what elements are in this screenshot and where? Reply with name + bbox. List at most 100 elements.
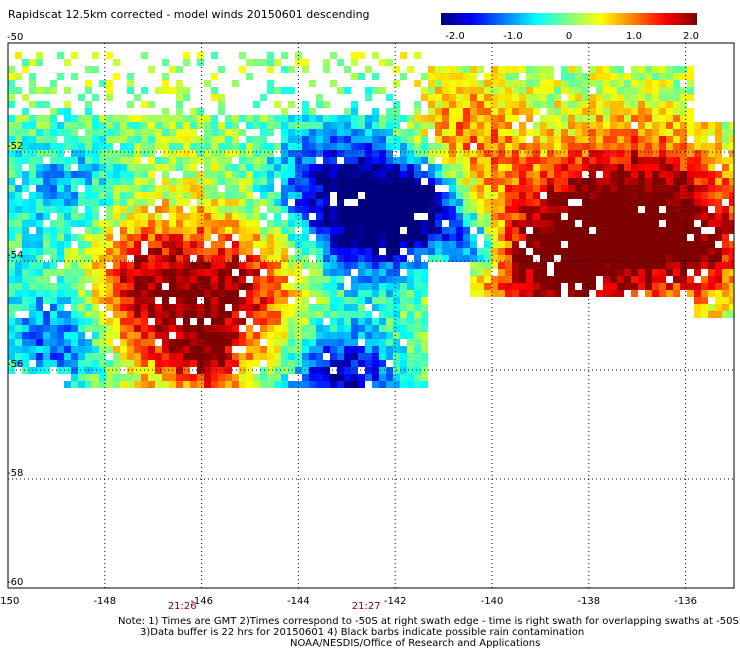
wind-cell (127, 318, 134, 325)
wind-cell (428, 157, 435, 164)
wind-cell (498, 157, 505, 164)
wind-cell (400, 157, 407, 164)
wind-cell (211, 304, 218, 311)
wind-cell (176, 304, 183, 311)
wind-cell (484, 108, 491, 115)
wind-cell (260, 122, 267, 129)
wind-cell (225, 381, 232, 388)
wind-cell (127, 150, 134, 157)
wind-cell (442, 94, 449, 101)
wind-cell (85, 304, 92, 311)
wind-cell (358, 115, 365, 122)
wind-cell (309, 80, 316, 87)
wind-cell (29, 59, 36, 66)
wind-cell (239, 199, 246, 206)
wind-cell (645, 234, 652, 241)
wind-cell (561, 164, 568, 171)
latitude-tick-label: -58 (7, 468, 23, 479)
wind-cell (43, 248, 50, 255)
wind-cell (36, 332, 43, 339)
wind-cell (127, 171, 134, 178)
wind-cell (134, 136, 141, 143)
wind-cell (456, 185, 463, 192)
wind-cell (456, 248, 463, 255)
wind-cell (22, 59, 29, 66)
wind-cell (603, 157, 610, 164)
wind-cell (582, 150, 589, 157)
wind-cell (204, 157, 211, 164)
wind-cell (246, 297, 253, 304)
wind-cell (533, 66, 540, 73)
wind-cell (358, 353, 365, 360)
wind-cell (155, 276, 162, 283)
wind-cell (57, 241, 64, 248)
wind-cell (477, 115, 484, 122)
wind-cell (246, 339, 253, 346)
wind-cell (309, 360, 316, 367)
wind-cell (15, 206, 22, 213)
wind-cell (407, 367, 414, 374)
wind-cell (435, 87, 442, 94)
wind-cell (624, 73, 631, 80)
wind-cell (386, 381, 393, 388)
wind-cell (596, 94, 603, 101)
wind-cell (134, 178, 141, 185)
wind-cell (561, 178, 568, 185)
wind-cell (379, 122, 386, 129)
wind-cell (197, 269, 204, 276)
wind-cell (218, 381, 225, 388)
wind-cell (442, 101, 449, 108)
wind-cell (281, 360, 288, 367)
wind-cell (400, 234, 407, 241)
wind-cell (701, 122, 708, 129)
wind-cell (162, 290, 169, 297)
wind-cell (183, 367, 190, 374)
wind-cell (568, 73, 575, 80)
wind-cell (512, 164, 519, 171)
wind-cell (386, 290, 393, 297)
wind-cell (148, 178, 155, 185)
wind-cell (666, 122, 673, 129)
wind-cell (232, 290, 239, 297)
wind-cell (400, 73, 407, 80)
wind-cell (666, 87, 673, 94)
wind-cell (106, 367, 113, 374)
wind-cell (246, 213, 253, 220)
wind-cell (400, 304, 407, 311)
wind-cell (470, 248, 477, 255)
wind-cell (568, 192, 575, 199)
wind-cell (169, 346, 176, 353)
wind-cell (8, 304, 15, 311)
wind-cell (43, 318, 50, 325)
wind-cell (505, 192, 512, 199)
wind-cell (169, 374, 176, 381)
wind-cell (400, 290, 407, 297)
wind-cell (526, 276, 533, 283)
wind-cell (169, 157, 176, 164)
wind-cell (50, 157, 57, 164)
wind-cell (169, 262, 176, 269)
wind-cell (127, 220, 134, 227)
wind-cell (253, 360, 260, 367)
wind-cell (421, 220, 428, 227)
wind-cell (393, 241, 400, 248)
wind-cell (183, 129, 190, 136)
wind-cell (680, 241, 687, 248)
wind-cell (323, 374, 330, 381)
wind-cell (358, 255, 365, 262)
wind-cell (561, 171, 568, 178)
wind-cell (302, 297, 309, 304)
wind-cell (183, 87, 190, 94)
wind-cell (148, 276, 155, 283)
wind-cell (449, 241, 456, 248)
wind-cell (442, 129, 449, 136)
wind-cell (435, 213, 442, 220)
wind-cell (533, 290, 540, 297)
wind-cell (631, 220, 638, 227)
wind-cell (498, 122, 505, 129)
wind-cell (589, 283, 596, 290)
wind-cell (554, 241, 561, 248)
wind-cell (498, 234, 505, 241)
wind-cell (225, 325, 232, 332)
wind-cell (582, 269, 589, 276)
